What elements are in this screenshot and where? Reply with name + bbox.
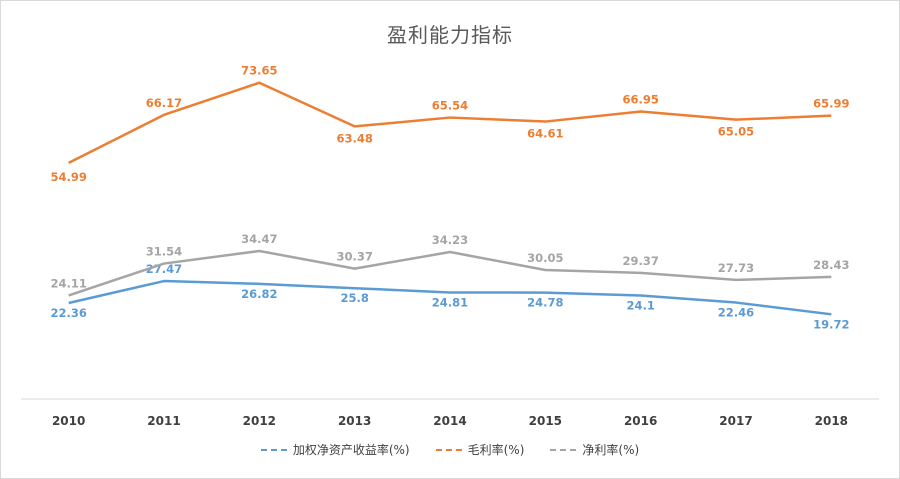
legend-item: 毛利率(%) [435, 441, 525, 458]
x-tick-label: 2016 [624, 414, 657, 428]
data-label: 63.48 [336, 131, 372, 145]
data-label: 28.43 [813, 258, 849, 272]
legend-label: 净利率(%) [582, 443, 640, 457]
data-label: 66.17 [146, 96, 182, 110]
data-label: 34.47 [241, 232, 277, 246]
data-label: 30.05 [527, 251, 563, 265]
legend-item: 净利率(%) [550, 441, 639, 458]
legend-swatch [435, 448, 462, 451]
x-tick-label: 2015 [529, 414, 562, 428]
chart-legend: 加权净资产收益率(%) 毛利率(%) 净利率(%) [1, 441, 899, 458]
data-label: 31.54 [146, 245, 182, 259]
data-label: 24.81 [432, 295, 468, 309]
x-tick-label: 2014 [433, 414, 466, 428]
data-label: 19.72 [813, 317, 849, 331]
x-tick-label: 2011 [147, 414, 180, 428]
data-label: 24.11 [50, 276, 86, 290]
data-label: 24.78 [527, 296, 563, 310]
data-label: 64.61 [527, 127, 563, 141]
series-line [68, 249, 832, 297]
x-tick-label: 2018 [815, 414, 848, 428]
data-label: 65.99 [813, 97, 849, 111]
series-line [68, 279, 832, 316]
x-tick-label: 2017 [719, 414, 752, 428]
x-tick-label: 2010 [52, 414, 85, 428]
data-label: 34.23 [432, 233, 468, 247]
data-label: 25.8 [340, 291, 368, 305]
legend-label: 加权净资产收益率(%) [292, 443, 410, 457]
data-label: 29.37 [622, 254, 658, 268]
data-label: 30.37 [336, 250, 372, 264]
legend-item: 加权净资产收益率(%) [260, 441, 410, 458]
data-label: 26.82 [241, 287, 277, 301]
legend-swatch [550, 448, 577, 451]
data-label: 27.73 [718, 261, 754, 275]
data-label: 73.65 [241, 64, 277, 78]
x-tick-label: 2012 [243, 414, 276, 428]
x-tick-label: 2013 [338, 414, 371, 428]
data-label: 54.99 [50, 170, 86, 184]
data-label: 66.95 [622, 93, 658, 107]
data-label: 65.54 [432, 99, 468, 113]
data-label: 65.05 [718, 125, 754, 139]
data-label: 22.36 [50, 306, 86, 320]
legend-swatch [260, 448, 287, 451]
chart-title: 盈利能力指标 [387, 23, 513, 47]
series-line [68, 81, 832, 164]
legend-label: 毛利率(%) [467, 443, 525, 457]
data-label: 22.46 [718, 306, 754, 320]
data-label: 24.1 [626, 299, 654, 313]
